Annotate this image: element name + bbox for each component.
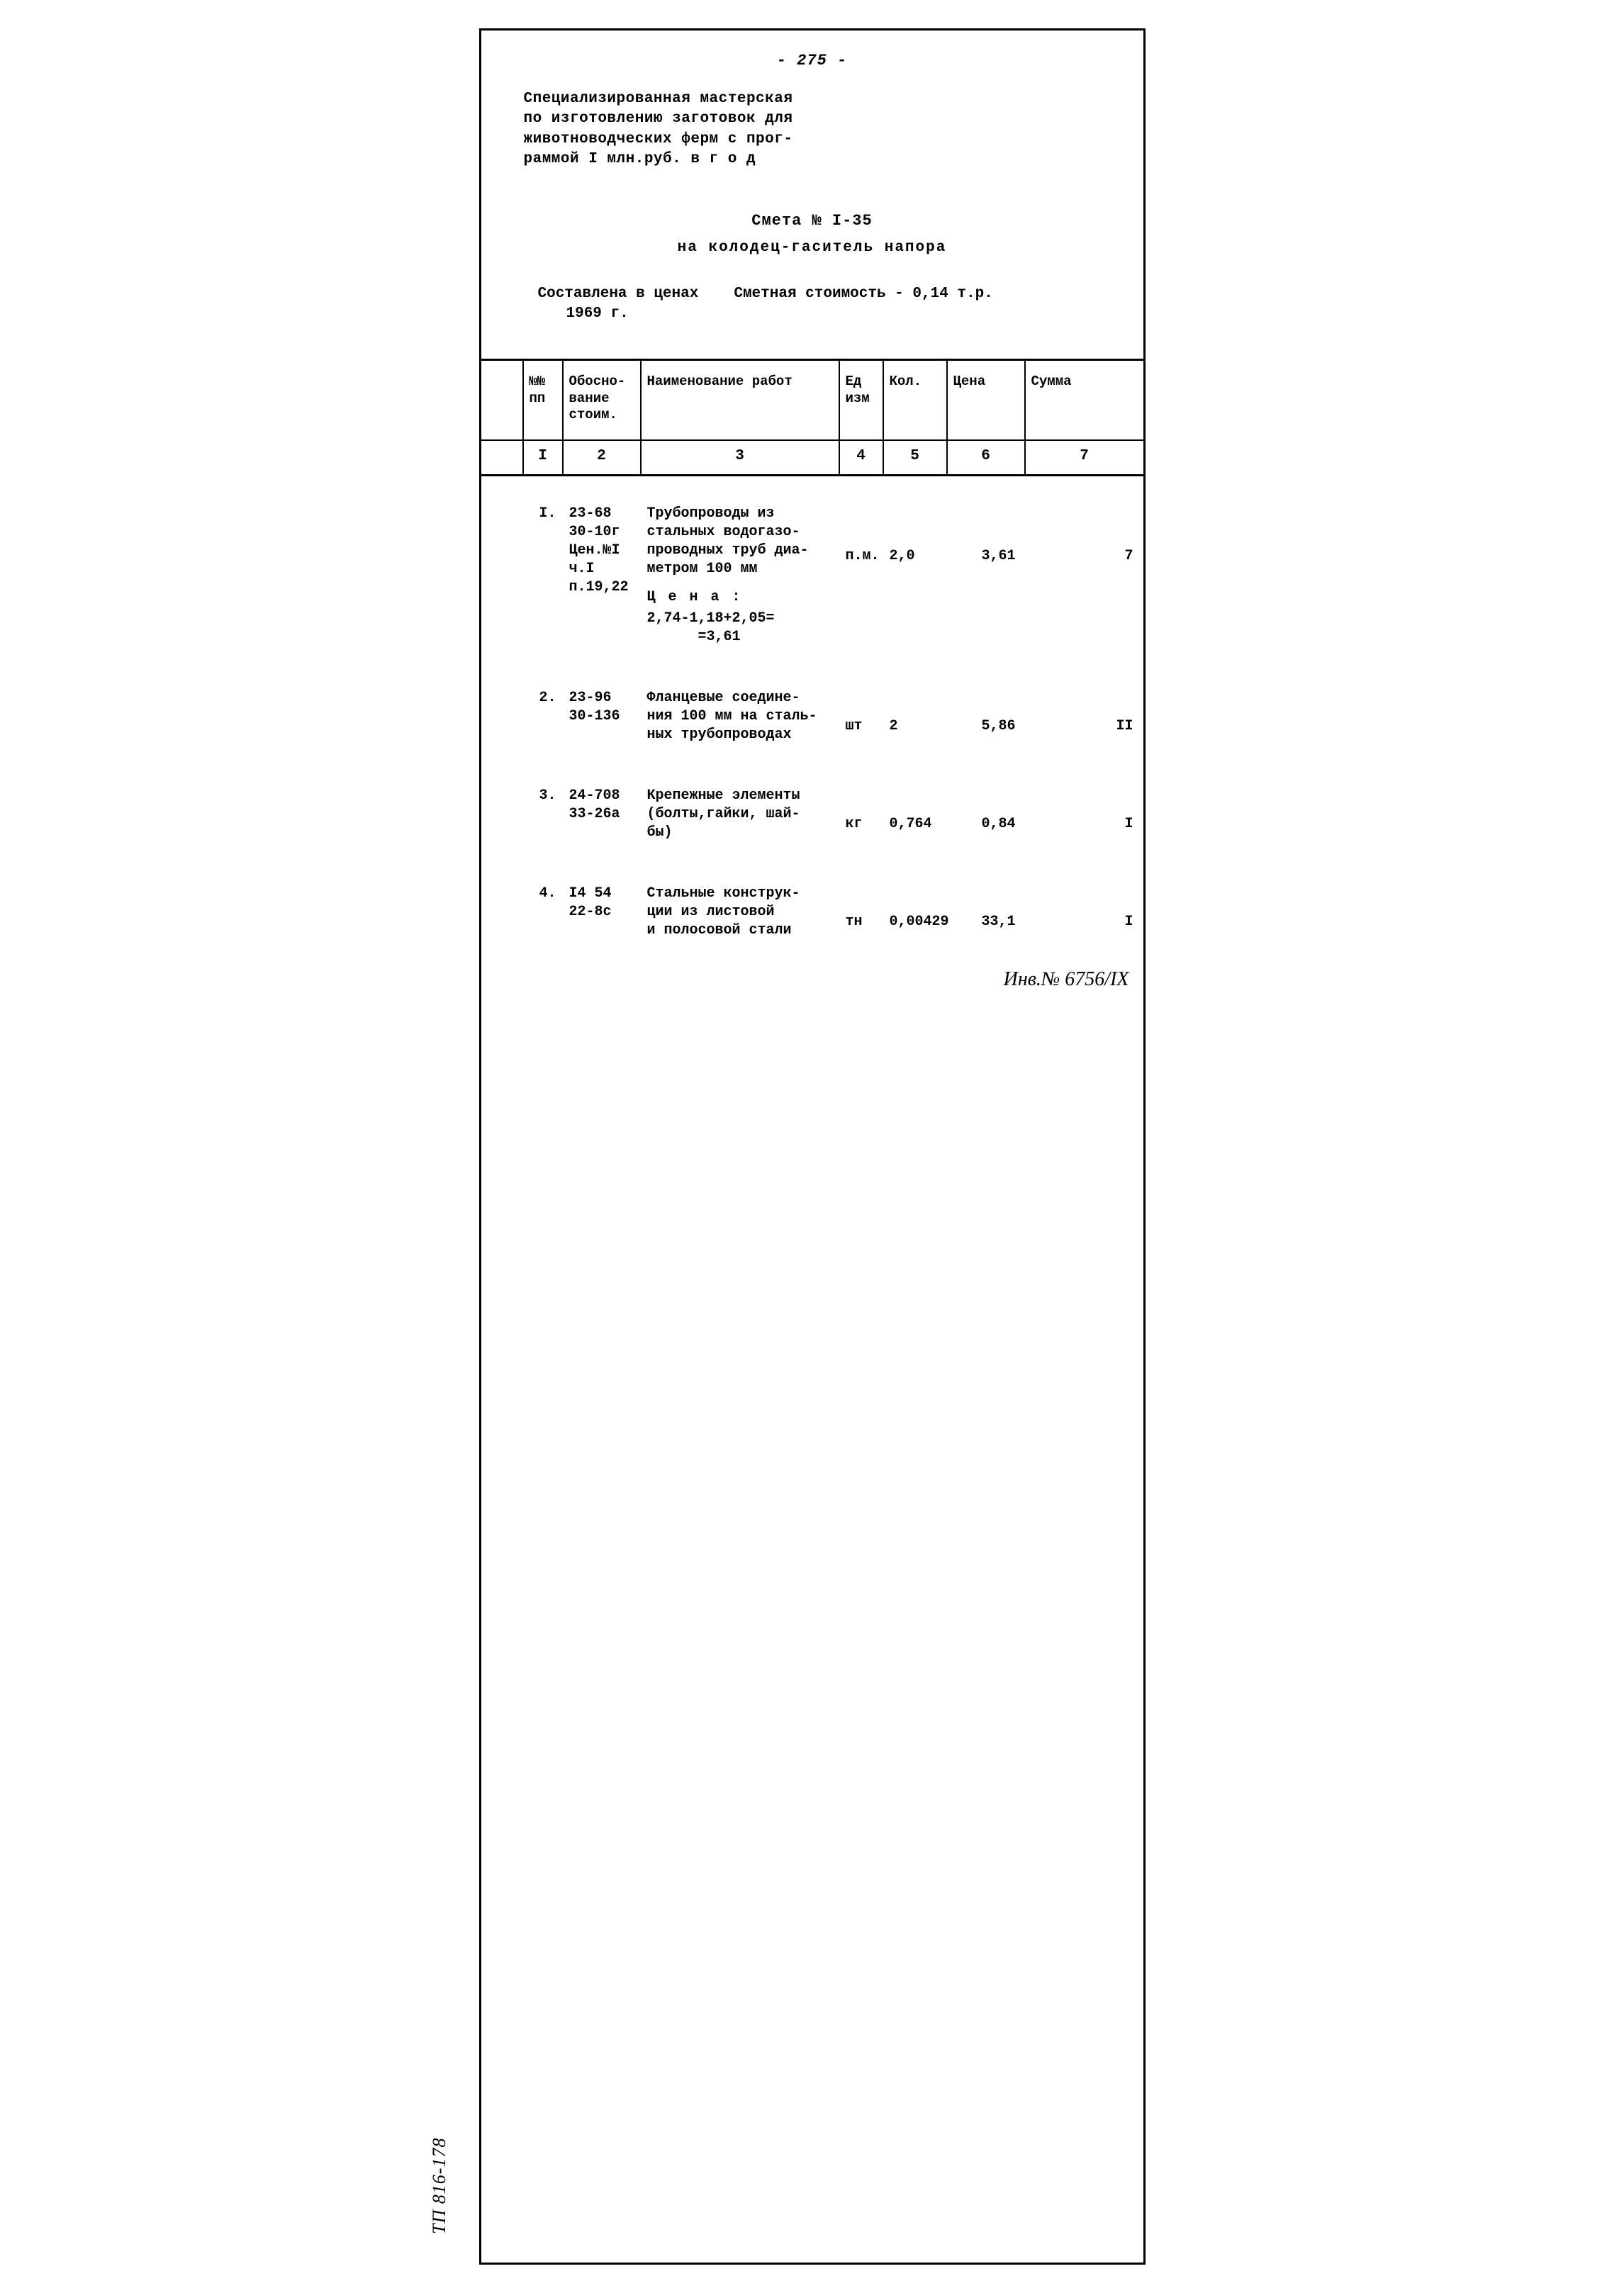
- row-unit: шт: [840, 689, 884, 744]
- estimate-cost: Сметная стоимость - 0,14 т.р.: [734, 284, 992, 323]
- colnum-margin: [481, 441, 524, 474]
- row-name: Фланцевые соедине- ния 100 мм на сталь- …: [642, 689, 840, 744]
- table-column-numbers: I 2 3 4 5 6 7: [481, 441, 1143, 476]
- compiled-label: Составлена в ценах: [538, 284, 699, 303]
- row-basis: 23-68 30-10г Цен.№I ч.I п.19,22: [564, 505, 642, 646]
- colnum-1: I: [524, 441, 564, 474]
- row-n: 2.: [524, 689, 564, 744]
- row-n: 3.: [524, 787, 564, 842]
- row-qty: 0,764: [884, 787, 948, 842]
- page-number: - 275 -: [524, 52, 1101, 69]
- table-row: 2. 23-96 30-136 Фланцевые соедине- ния 1…: [481, 689, 1143, 744]
- col-left-margin: [481, 361, 524, 439]
- col-name-header: Наименование работ: [642, 361, 840, 439]
- row-name: Стальные конструк- ции из листовой и пол…: [642, 885, 840, 940]
- row-sum: I: [1026, 787, 1143, 842]
- row-price: 0,84: [948, 787, 1026, 842]
- colnum-5: 5: [884, 441, 948, 474]
- col-price-header: Цена: [948, 361, 1026, 439]
- row-qty: 2: [884, 689, 948, 744]
- row-basis: 24-708 33-26а: [564, 787, 642, 842]
- col-sum-header: Сумма: [1026, 361, 1143, 439]
- col-unit-header: Ед изм: [840, 361, 884, 439]
- price-basis-line: Составлена в ценах 1969 г. Сметная стоим…: [524, 284, 1101, 323]
- col-basis-header: Обосно- вание стоим.: [564, 361, 642, 439]
- table-body: I. 23-68 30-10г Цен.№I ч.I п.19,22 Трубо…: [481, 476, 1143, 1022]
- row-price: 33,1: [948, 885, 1026, 940]
- row-sum: I: [1026, 885, 1143, 940]
- document-page: ТП 816-178 - 275 - Специализированная ма…: [479, 28, 1146, 2265]
- compiled-year: 1969 г.: [538, 304, 699, 323]
- price-calc: 2,74-1,18+2,05= =3,61: [647, 610, 834, 646]
- estimate-subject: на колодец-гаситель напора: [524, 240, 1101, 256]
- table-header-row: №№ пп Обосно- вание стоим. Наименование …: [481, 361, 1143, 441]
- row-unit: тн: [840, 885, 884, 940]
- estimate-title: Смета № I-35: [524, 212, 1101, 230]
- work-name: Трубопроводы из стальных водогазо- прово…: [647, 505, 834, 578]
- colnum-7: 7: [1026, 441, 1143, 474]
- table-row: 4. I4 54 22-8с Стальные конструк- ции из…: [481, 885, 1143, 940]
- row-n: 4.: [524, 885, 564, 940]
- row-sum: II: [1026, 689, 1143, 744]
- col-n-header: №№ пп: [524, 361, 564, 439]
- row-basis: 23-96 30-136: [564, 689, 642, 744]
- row-name: Трубопроводы из стальных водогазо- прово…: [642, 505, 840, 646]
- colnum-4: 4: [840, 441, 884, 474]
- colnum-6: 6: [948, 441, 1026, 474]
- inventory-number: Инв.№ 6756/IX: [481, 968, 1143, 1001]
- table-row: 3. 24-708 33-26а Крепежные элементы (бол…: [481, 787, 1143, 842]
- row-unit: п.м.: [840, 505, 884, 646]
- organization-name: Специализированная мастерская по изготов…: [524, 89, 1101, 169]
- row-price: 5,86: [948, 689, 1026, 744]
- colnum-2: 2: [564, 441, 642, 474]
- row-unit: кг: [840, 787, 884, 842]
- col-qty-header: Кол.: [884, 361, 948, 439]
- row-basis: I4 54 22-8с: [564, 885, 642, 940]
- price-label: Ц е н а :: [647, 588, 834, 607]
- row-qty: 2,0: [884, 505, 948, 646]
- colnum-3: 3: [642, 441, 840, 474]
- row-name: Крепежные элементы (болты,гайки, шай- бы…: [642, 787, 840, 842]
- row-n: I.: [524, 505, 564, 646]
- compiled-in-prices: Составлена в ценах 1969 г.: [538, 284, 699, 323]
- document-header-block: - 275 - Специализированная мастерская по…: [481, 30, 1143, 361]
- row-price: 3,61: [948, 505, 1026, 646]
- table-row: I. 23-68 30-10г Цен.№I ч.I п.19,22 Трубо…: [481, 505, 1143, 646]
- row-sum: 7: [1026, 505, 1143, 646]
- row-qty: 0,00429: [884, 885, 948, 940]
- side-document-code: ТП 816-178: [429, 2138, 450, 2234]
